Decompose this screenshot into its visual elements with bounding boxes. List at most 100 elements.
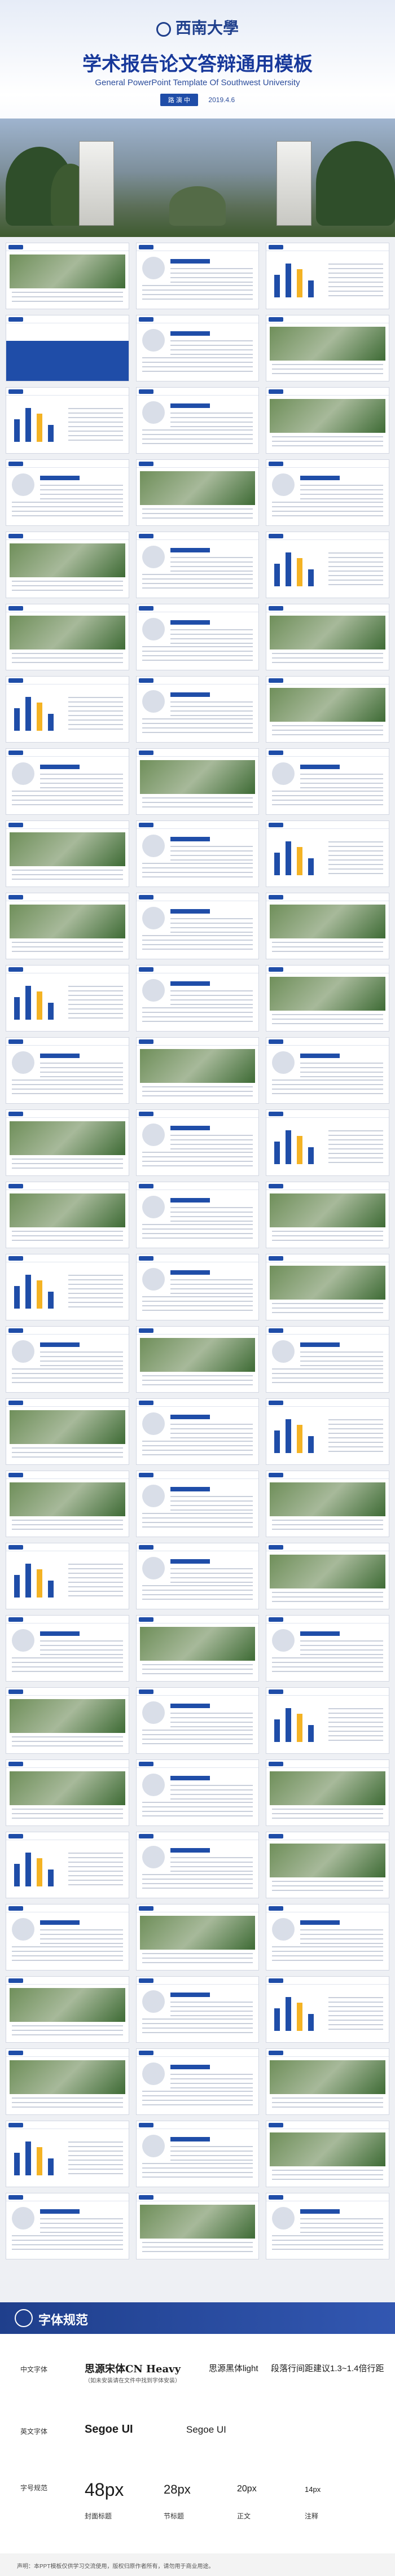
slide-thumbnail[interactable] xyxy=(266,2121,390,2187)
slide-thumbnail[interactable] xyxy=(266,1182,390,1248)
slide-thumbnail[interactable] xyxy=(266,893,390,959)
thumbnail-row xyxy=(0,965,395,1032)
thumbnail-row xyxy=(0,1759,395,1826)
slide-thumbnail[interactable] xyxy=(6,604,129,670)
slide-thumbnail[interactable] xyxy=(266,2048,390,2115)
slide-thumbnail[interactable] xyxy=(266,1976,390,2043)
slide-thumbnail[interactable] xyxy=(135,387,260,454)
cn-font-1: 思源宋体CN Heavy xyxy=(85,2363,181,2375)
slide-thumbnail[interactable] xyxy=(6,315,129,381)
slide-thumbnails xyxy=(0,243,395,2265)
slide-thumbnail[interactable] xyxy=(135,1832,260,1898)
slide-thumbnail[interactable] xyxy=(135,893,260,959)
slide-thumbnail[interactable] xyxy=(266,676,390,743)
slide-thumbnail[interactable] xyxy=(6,2193,129,2259)
slide-thumbnail[interactable] xyxy=(266,1037,390,1104)
slide-thumbnail[interactable] xyxy=(135,1398,260,1465)
slide-thumbnail[interactable] xyxy=(6,1759,129,1826)
slide-thumbnail[interactable] xyxy=(6,532,129,598)
slide-thumbnail[interactable] xyxy=(135,1904,260,1971)
slide-thumbnail[interactable] xyxy=(135,1326,260,1393)
slide-thumbnail[interactable] xyxy=(135,965,260,1032)
thumbnail-row xyxy=(0,243,395,309)
slide-thumbnail[interactable] xyxy=(6,2048,129,2115)
slide-thumbnail[interactable] xyxy=(266,459,390,526)
thumbnail-row xyxy=(0,1398,395,1465)
thumbnail-row xyxy=(0,748,395,815)
thumbnail-row xyxy=(0,1976,395,2043)
thumbnail-row xyxy=(0,893,395,959)
thumbnail-row xyxy=(0,1326,395,1393)
size-value: 14px xyxy=(305,2485,321,2494)
slide-thumbnail[interactable] xyxy=(266,315,390,381)
slide-thumbnail[interactable] xyxy=(6,1109,129,1176)
slide-thumbnail[interactable] xyxy=(266,1109,390,1176)
slide-thumbnail[interactable] xyxy=(135,1615,260,1682)
thumbnail-row xyxy=(0,387,395,454)
slide-thumbnail[interactable] xyxy=(6,387,129,454)
slide-thumbnail[interactable] xyxy=(266,1832,390,1898)
slide-thumbnail[interactable] xyxy=(135,1254,260,1320)
slide-thumbnail[interactable] xyxy=(266,748,390,815)
slide-thumbnail[interactable] xyxy=(266,532,390,598)
slide-thumbnail[interactable] xyxy=(266,1398,390,1465)
slide-thumbnail[interactable] xyxy=(135,604,260,670)
slide-thumbnail[interactable] xyxy=(6,1254,129,1320)
slide-thumbnail[interactable] xyxy=(6,1326,129,1393)
slide-thumbnail[interactable] xyxy=(135,459,260,526)
slide-thumbnail[interactable] xyxy=(135,1109,260,1176)
slide-thumbnail[interactable] xyxy=(135,1976,260,2043)
slide-thumbnail[interactable] xyxy=(266,1326,390,1393)
slide-thumbnail[interactable] xyxy=(6,243,129,309)
slide-thumbnail[interactable] xyxy=(266,1687,390,1754)
slide-thumbnail[interactable] xyxy=(135,243,260,309)
slide-thumbnail[interactable] xyxy=(6,459,129,526)
slide-thumbnail[interactable] xyxy=(6,1037,129,1104)
slide-thumbnail[interactable] xyxy=(135,1182,260,1248)
slide-thumbnail[interactable] xyxy=(6,1832,129,1898)
slide-thumbnail[interactable] xyxy=(6,1398,129,1465)
slide-thumbnail[interactable] xyxy=(135,1543,260,1609)
slide-thumbnail[interactable] xyxy=(266,604,390,670)
slide-thumbnail[interactable] xyxy=(266,1615,390,1682)
slide-thumbnail[interactable] xyxy=(135,1471,260,1537)
slide-thumbnail[interactable] xyxy=(6,893,129,959)
slide-thumbnail[interactable] xyxy=(6,1471,129,1537)
slide-thumbnail[interactable] xyxy=(6,1904,129,1971)
slide-thumbnail[interactable] xyxy=(6,965,129,1032)
slide-thumbnail[interactable] xyxy=(135,315,260,381)
slide-thumbnail[interactable] xyxy=(6,1615,129,1682)
slide-thumbnail[interactable] xyxy=(135,532,260,598)
slide-thumbnail[interactable] xyxy=(135,1687,260,1754)
slide-thumbnail[interactable] xyxy=(6,820,129,887)
slide-thumbnail[interactable] xyxy=(266,820,390,887)
university-name: 西南大學 xyxy=(175,19,239,37)
slide-thumbnail[interactable] xyxy=(135,1759,260,1826)
slide-thumbnail[interactable] xyxy=(6,1182,129,1248)
university-logo: 西南大學 xyxy=(0,16,395,38)
slide-thumbnail[interactable] xyxy=(266,1759,390,1826)
slide-thumbnail[interactable] xyxy=(6,2121,129,2187)
slide-thumbnail[interactable] xyxy=(6,1687,129,1754)
slide-thumbnail[interactable] xyxy=(6,676,129,743)
slide-thumbnail[interactable] xyxy=(135,2193,260,2259)
slide-thumbnail[interactable] xyxy=(6,1976,129,2043)
slide-thumbnail[interactable] xyxy=(6,748,129,815)
slide-thumbnail[interactable] xyxy=(135,2048,260,2115)
slide-thumbnail[interactable] xyxy=(135,748,260,815)
slide-thumbnail[interactable] xyxy=(6,1543,129,1609)
slide-thumbnail[interactable] xyxy=(266,387,390,454)
size-name: 封面标题 xyxy=(85,2512,112,2520)
slide-thumbnail[interactable] xyxy=(135,1037,260,1104)
slide-thumbnail[interactable] xyxy=(266,965,390,1032)
slide-thumbnail[interactable] xyxy=(266,1471,390,1537)
slide-thumbnail[interactable] xyxy=(266,1254,390,1320)
slide-thumbnail[interactable] xyxy=(266,1543,390,1609)
slide-thumbnail[interactable] xyxy=(266,1904,390,1971)
slide-thumbnail[interactable] xyxy=(135,2121,260,2187)
slide-thumbnail[interactable] xyxy=(135,676,260,743)
slide-thumbnail[interactable] xyxy=(266,2193,390,2259)
slide-thumbnail[interactable] xyxy=(135,820,260,887)
slide-thumbnail[interactable] xyxy=(266,243,390,309)
